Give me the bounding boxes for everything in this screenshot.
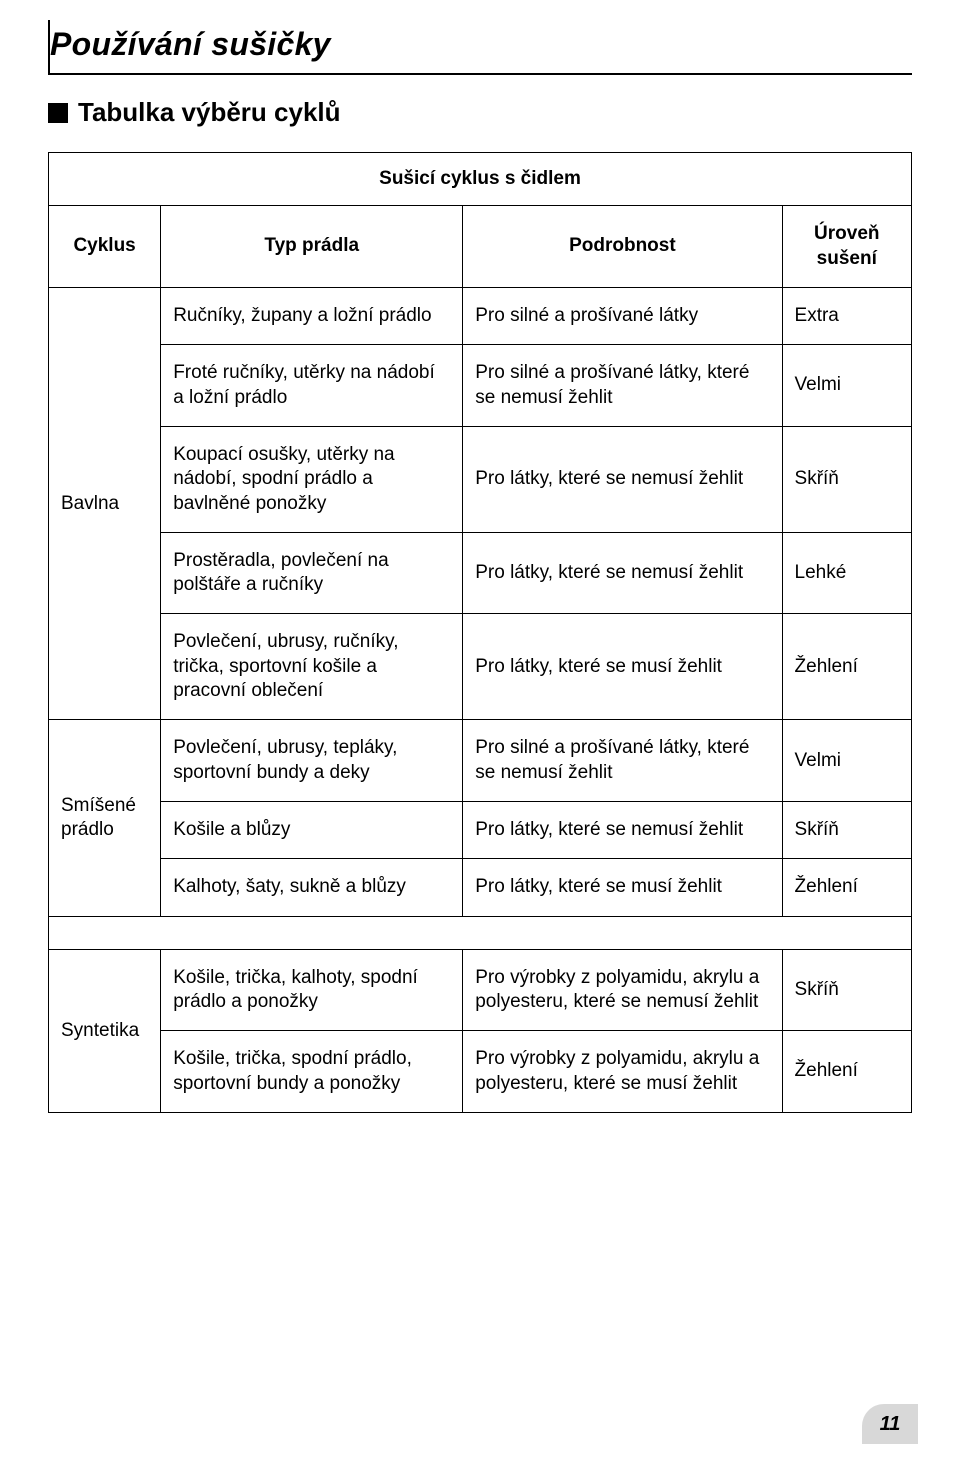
level-cell: Žehlení: [782, 614, 911, 720]
square-bullet-icon: [48, 103, 68, 123]
table-row: Prostěradla, povlečení na polštáře a ruč…: [49, 532, 912, 614]
table-row: Syntetika Košile, trička, kalhoty, spodn…: [49, 949, 912, 1031]
type-cell: Povlečení, ubrusy, tepláky, sportovní bu…: [161, 720, 463, 802]
table-row: Košile a blůzy Pro látky, které se nemus…: [49, 802, 912, 859]
table-row: Povlečení, ubrusy, ručníky, trička, spor…: [49, 614, 912, 720]
type-cell: Košile, trička, kalhoty, spodní prádlo a…: [161, 949, 463, 1031]
type-cell: Kalhoty, šaty, sukně a blůzy: [161, 859, 463, 916]
level-cell: Skříň: [782, 802, 911, 859]
type-cell: Ručníky, župany a ložní prádlo: [161, 287, 463, 344]
level-cell: Skříň: [782, 426, 911, 532]
table-super-header-row: Sušicí cyklus s čidlem: [49, 153, 912, 206]
level-cell: Velmi: [782, 720, 911, 802]
section-heading: Tabulka výběru cyklů: [48, 97, 912, 128]
detail-cell: Pro látky, které se nemusí žehlit: [463, 532, 782, 614]
detail-cell: Pro výrobky z polyamidu, akrylu a polyes…: [463, 949, 782, 1031]
level-cell: Žehlení: [782, 859, 911, 916]
table-row: Bavlna Ručníky, župany a ložní prádlo Pr…: [49, 287, 912, 344]
page-number-badge: 11: [862, 1404, 918, 1444]
cycle-cell-mixed: Smíšené prádlo: [49, 720, 161, 916]
cycle-cell-cotton: Bavlna: [49, 287, 161, 719]
table-row: Košile, trička, spodní prádlo, sportovní…: [49, 1031, 912, 1113]
type-cell: Prostěradla, povlečení na polštáře a ruč…: [161, 532, 463, 614]
page: Používání sušičky Tabulka výběru cyklů S…: [0, 0, 960, 1470]
detail-cell: Pro látky, které se musí žehlit: [463, 614, 782, 720]
table-row: Froté ručníky, utěrky na nádobí a ložní …: [49, 345, 912, 427]
detail-cell: Pro silné a prošívané látky, které se ne…: [463, 720, 782, 802]
cycle-table: Sušicí cyklus s čidlem Cyklus Typ prádla…: [48, 152, 912, 1113]
page-number: 11: [880, 1413, 901, 1436]
detail-cell: Pro výrobky z polyamidu, akrylu a polyes…: [463, 1031, 782, 1113]
gap-cell: [49, 916, 912, 949]
detail-cell: Pro silné a prošívané látky, které se ne…: [463, 345, 782, 427]
table-header-row: Cyklus Typ prádla Podrobnost Úroveň suše…: [49, 206, 912, 288]
table-row: Koupací osušky, utěrky na nádobí, spodní…: [49, 426, 912, 532]
level-cell: Lehké: [782, 532, 911, 614]
section-heading-text: Tabulka výběru cyklů: [78, 97, 341, 128]
level-cell: Skříň: [782, 949, 911, 1031]
detail-cell: Pro silné a prošívané látky: [463, 287, 782, 344]
title-box: Používání sušičky: [48, 20, 912, 75]
level-cell: Velmi: [782, 345, 911, 427]
type-cell: Froté ručníky, utěrky na nádobí a ložní …: [161, 345, 463, 427]
col-header-level: Úroveň sušení: [782, 206, 911, 288]
type-cell: Košile, trička, spodní prádlo, sportovní…: [161, 1031, 463, 1113]
detail-cell: Pro látky, které se nemusí žehlit: [463, 426, 782, 532]
page-title: Používání sušičky: [50, 26, 912, 63]
col-header-detail: Podrobnost: [463, 206, 782, 288]
type-cell: Povlečení, ubrusy, ručníky, trička, spor…: [161, 614, 463, 720]
col-header-type: Typ prádla: [161, 206, 463, 288]
type-cell: Košile a blůzy: [161, 802, 463, 859]
col-header-cycle: Cyklus: [49, 206, 161, 288]
cycle-cell-synth: Syntetika: [49, 949, 161, 1112]
sensor-heading: Sušicí cyklus s čidlem: [49, 153, 912, 206]
table-row: Kalhoty, šaty, sukně a blůzy Pro látky, …: [49, 859, 912, 916]
level-cell: Žehlení: [782, 1031, 911, 1113]
table-row: Smíšené prádlo Povlečení, ubrusy, teplák…: [49, 720, 912, 802]
type-cell: Koupací osušky, utěrky na nádobí, spodní…: [161, 426, 463, 532]
detail-cell: Pro látky, které se musí žehlit: [463, 859, 782, 916]
level-cell: Extra: [782, 287, 911, 344]
detail-cell: Pro látky, které se nemusí žehlit: [463, 802, 782, 859]
table-gap-row: [49, 916, 912, 949]
